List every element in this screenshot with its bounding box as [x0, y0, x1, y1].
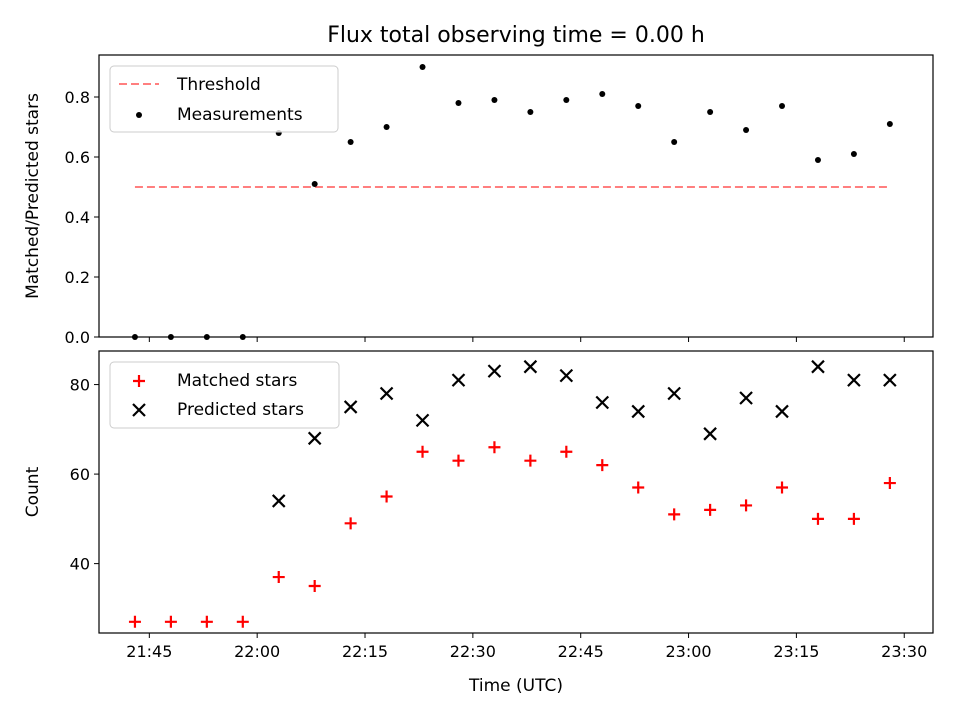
- matched-star-point: [596, 459, 609, 472]
- measurement-point: [383, 124, 390, 130]
- bottom-y-axis-label: Count: [23, 466, 43, 517]
- matched-star-point: [704, 503, 717, 516]
- x-tick-label: 22:30: [450, 642, 496, 661]
- predicted-star-point: [775, 404, 789, 419]
- matched-star-point: [776, 481, 789, 494]
- matched-star-point: [128, 615, 141, 628]
- predicted-star-point: [667, 386, 681, 401]
- measurement-point: [527, 109, 534, 115]
- matched-star-point: [524, 454, 537, 467]
- predicted-star-point: [379, 386, 394, 401]
- matched-star-point: [272, 571, 285, 584]
- matched-star-point: [560, 445, 573, 458]
- predicted-star-point: [415, 413, 430, 428]
- measurement-point: [886, 121, 893, 127]
- matched-star-point: [452, 454, 465, 467]
- measurement-point: [311, 181, 318, 187]
- matched-star-point: [164, 615, 177, 628]
- matched-star-point: [416, 445, 429, 458]
- predicted-star-point: [595, 395, 610, 410]
- measurement-point: [347, 139, 354, 145]
- matched-star-point: [380, 490, 393, 503]
- matched-star-point: [488, 441, 501, 454]
- measurement-point: [491, 97, 498, 103]
- top-plot-frame: [98, 54, 934, 338]
- measurement-point: [850, 151, 857, 157]
- chart-title: Flux total observing time = 0.00 h: [327, 23, 705, 48]
- measurement-point: [814, 157, 821, 163]
- top-legend-box: [109, 65, 339, 133]
- top-y-axis-label: Matched/Predicted stars: [23, 93, 43, 299]
- bottom-y-tick-label: 40: [70, 555, 90, 574]
- matched-star-point: [632, 481, 645, 494]
- matched-star-point: [811, 512, 824, 525]
- measurement-point: [743, 127, 750, 133]
- bottom-y-tick-label: 80: [70, 376, 90, 395]
- predicted-star-point: [523, 359, 538, 374]
- predicted-star-point: [847, 373, 861, 387]
- predicted-star-point: [811, 359, 825, 374]
- predicted-star-point: [307, 431, 322, 446]
- legend-predicted-label: Predicted stars: [177, 400, 304, 420]
- legend-threshold-label: Threshold: [176, 75, 261, 95]
- legend-measurements-swatch: [136, 112, 142, 118]
- x-tick-label: 22:00: [234, 642, 280, 661]
- measurement-point: [635, 103, 642, 109]
- x-tick-label: 23:00: [665, 642, 711, 661]
- matched-star-point: [740, 499, 753, 512]
- x-tick-label: 22:45: [558, 642, 604, 661]
- predicted-star-point: [559, 368, 574, 383]
- legend-matched-label: Matched stars: [177, 371, 297, 391]
- matched-star-point: [200, 615, 213, 628]
- top-y-tick-label: 0.4: [65, 208, 90, 227]
- measurement-point: [455, 100, 462, 106]
- plot-layer: 21:45 22:00 22:15 22:30 22:45 23:00 23:15 23:30…: [65, 54, 934, 661]
- top-y-tick-label: 0.8: [65, 88, 90, 107]
- top-y-tick-label: 0.0: [65, 328, 90, 347]
- x-axis-label: Time (UTC): [468, 676, 563, 696]
- matched-star-point: [883, 477, 896, 490]
- matched-star-point: [308, 580, 321, 592]
- legend-measurements-label: Measurements: [177, 105, 303, 125]
- predicted-star-point: [451, 373, 466, 387]
- legend-predicted-swatch: [132, 403, 146, 417]
- measurement-point: [599, 91, 606, 97]
- bottom-legend-box: [109, 361, 340, 429]
- measurement-point: [779, 103, 786, 109]
- x-tick-label: 22:15: [342, 642, 388, 661]
- measurement-point: [563, 97, 570, 103]
- legend-matched-swatch: [133, 375, 145, 387]
- measurement-point: [707, 109, 714, 115]
- predicted-star-point: [631, 404, 646, 419]
- measurement-point: [419, 64, 426, 70]
- x-tick-label: 23:30: [881, 642, 927, 661]
- x-tick-label: 23:15: [773, 642, 819, 661]
- predicted-star-point: [739, 391, 753, 405]
- predicted-star-point: [343, 400, 358, 414]
- measurement-point: [671, 139, 678, 145]
- x-tick-label: 21:45: [126, 642, 172, 661]
- bottom-y-tick-label: 60: [70, 465, 90, 484]
- matched-star-point: [236, 615, 249, 628]
- predicted-star-point: [703, 427, 717, 441]
- predicted-star-point: [487, 364, 502, 378]
- predicted-star-point: [271, 494, 286, 508]
- top-y-tick-label: 0.2: [65, 268, 90, 287]
- predicted-star-point: [883, 373, 897, 387]
- matched-star-point: [344, 517, 357, 530]
- top-y-tick-label: 0.6: [65, 148, 90, 167]
- matched-star-point: [668, 508, 681, 521]
- bottom-plot-frame: [98, 350, 934, 634]
- matched-star-point: [847, 512, 860, 525]
